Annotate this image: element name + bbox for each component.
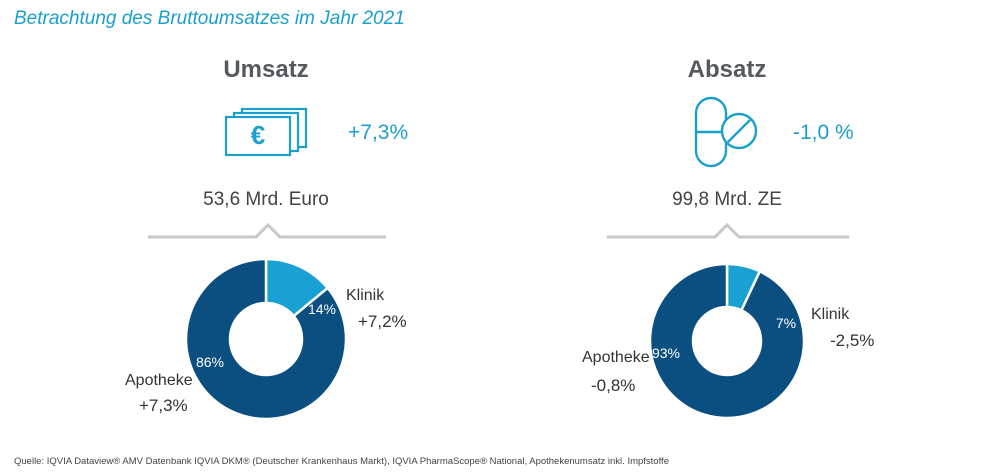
umsatz-slice-apotheke xyxy=(184,257,348,421)
absatz-apotheke-label: Apotheke xyxy=(582,349,650,366)
umsatz-donut: 14% 86% xyxy=(184,257,348,421)
umsatz-klinik-change: +7,2% xyxy=(358,312,407,331)
umsatz-change: +7,3% xyxy=(348,121,409,144)
svg-text:€: € xyxy=(251,120,265,150)
absatz-donut: 7% 93% xyxy=(648,262,806,420)
umsatz-bracket xyxy=(148,222,386,239)
absatz-klinik-share-label: 7% xyxy=(776,315,796,331)
banknotes-euro-icon: € xyxy=(224,107,308,157)
absatz-klinik-label: Klinik xyxy=(811,306,850,323)
panel-title-absatz: Absatz xyxy=(687,56,767,83)
absatz-apotheke-change: -0,8% xyxy=(591,376,636,395)
pills-icon xyxy=(694,96,758,168)
absatz-slice-apotheke xyxy=(648,262,806,420)
page-title: Betrachtung des Bruttoumsatzes im Jahr 2… xyxy=(14,8,405,29)
absatz-change: -1,0 % xyxy=(793,121,854,144)
umsatz-apotheke-label: Apotheke xyxy=(125,372,193,389)
umsatz-total: 53,6 Mrd. Euro xyxy=(203,189,329,210)
absatz-total: 99,8 Mrd. ZE xyxy=(672,189,782,210)
absatz-klinik-change: -2,5% xyxy=(830,331,875,350)
absatz-apotheke-share-label: 93% xyxy=(652,345,680,361)
absatz-bracket xyxy=(607,222,849,239)
umsatz-apotheke-share-label: 86% xyxy=(196,354,224,370)
umsatz-klinik-share-label: 14% xyxy=(308,301,336,317)
source-note: Quelle: IQVIA Dataview® AMV Datenbank IQ… xyxy=(14,456,669,467)
umsatz-apotheke-change: +7,3% xyxy=(139,396,188,415)
panel-title-umsatz: Umsatz xyxy=(223,56,309,83)
umsatz-klinik-label: Klinik xyxy=(346,287,385,304)
